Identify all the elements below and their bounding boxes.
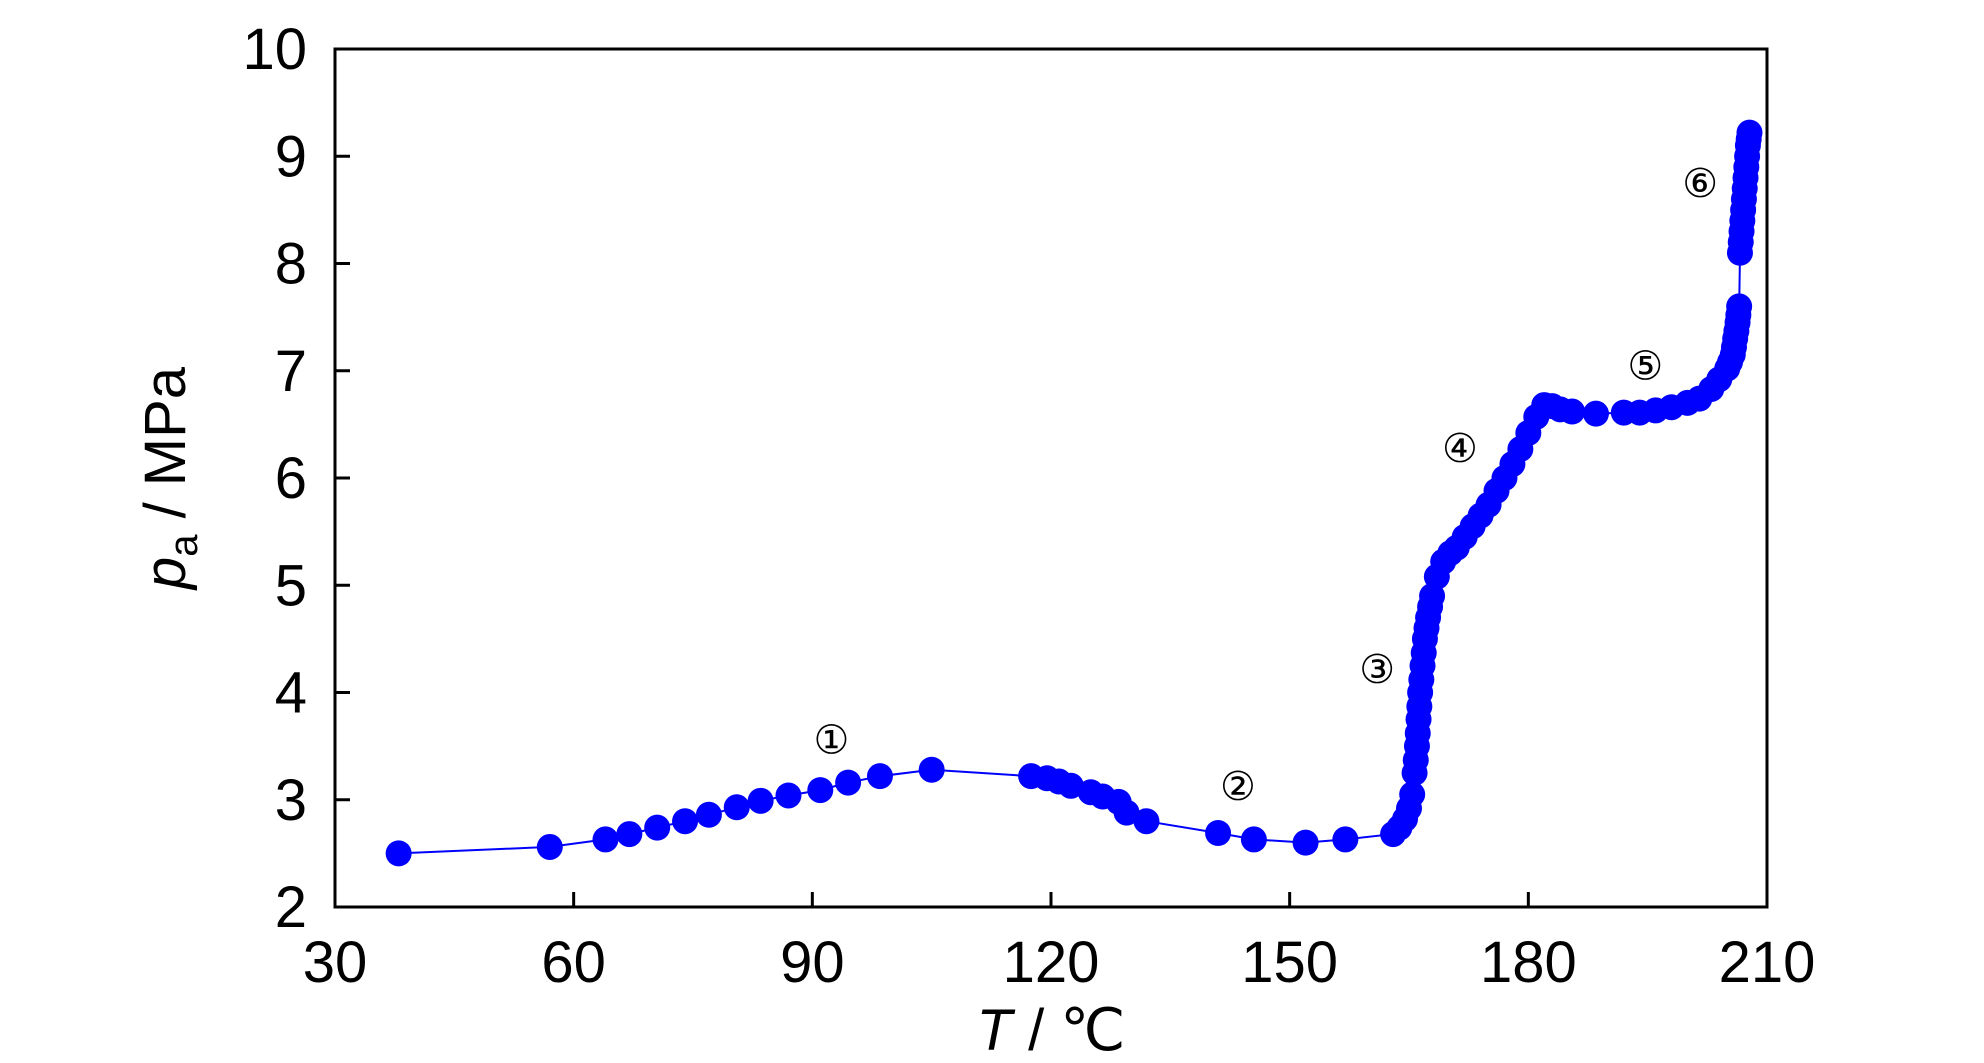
- annotations-group: ① ② ③ ④ ⑤ ⑥: [813, 161, 1718, 810]
- data-point: [723, 794, 750, 821]
- x-tick-label: 60: [541, 930, 606, 995]
- x-tick-label: 120: [1003, 930, 1100, 995]
- x-tick-label: 30: [303, 930, 368, 995]
- data-point: [695, 801, 722, 828]
- y-tick-label: 7: [275, 339, 307, 404]
- data-point: [616, 821, 643, 848]
- data-point: [1292, 829, 1319, 856]
- y-tick-label: 5: [275, 553, 307, 618]
- y-axis-title-subscript: a: [162, 534, 206, 557]
- data-point: [775, 782, 802, 809]
- annotation-label: ④: [1442, 426, 1478, 472]
- series-line-group: [398, 132, 1751, 855]
- data-point: [866, 763, 893, 790]
- data-point: [918, 756, 945, 783]
- data-point: [1205, 819, 1232, 846]
- data-point: [1726, 293, 1753, 320]
- x-tick-label: 210: [1719, 930, 1816, 995]
- x-tick-label: 150: [1241, 930, 1338, 995]
- data-point: [835, 769, 862, 796]
- data-point: [592, 826, 619, 853]
- y-axis-title-variable: p: [133, 557, 198, 591]
- annotation-label: ②: [1220, 764, 1256, 810]
- y-tick-label: 10: [242, 17, 307, 82]
- data-point: [385, 840, 412, 867]
- x-axis-title-variable: T: [977, 998, 1016, 1063]
- x-axis-title: T / ℃: [977, 998, 1126, 1063]
- data-point: [1113, 799, 1140, 826]
- y-tick-label: 8: [275, 232, 307, 297]
- y-axis-ticks: 2 3 4 5 6 7 8 9 10: [242, 17, 350, 940]
- data-point: [1240, 826, 1267, 853]
- y-tick-label: 6: [275, 446, 307, 511]
- data-points-group: [385, 119, 1763, 867]
- data-point: [1133, 808, 1160, 835]
- y-tick-label: 2: [275, 875, 307, 940]
- y-tick-label: 9: [275, 124, 307, 189]
- data-point: [1332, 826, 1359, 853]
- y-axis-title-unit: / MPa: [133, 366, 198, 534]
- annotation-label: ⑤: [1627, 343, 1663, 389]
- x-tick-label: 180: [1480, 930, 1577, 995]
- x-axis-title-unit: / ℃: [1012, 998, 1125, 1063]
- data-point: [747, 787, 774, 814]
- data-point: [1399, 781, 1426, 808]
- data-point: [1582, 400, 1609, 427]
- annotation-label: ①: [813, 718, 849, 764]
- series-line: [398, 132, 1751, 855]
- data-point: [1057, 772, 1084, 799]
- annotation-label: ⑥: [1682, 161, 1718, 207]
- data-point: [536, 833, 563, 860]
- x-tick-label: 90: [780, 930, 845, 995]
- data-point: [807, 777, 834, 804]
- data-point: [644, 814, 671, 841]
- data-point: [672, 808, 699, 835]
- y-tick-label: 4: [275, 661, 307, 726]
- annotation-label: ③: [1359, 647, 1395, 693]
- x-axis-ticks: 30 60 90 120 150 180 210: [303, 892, 1816, 995]
- y-tick-label: 3: [275, 768, 307, 833]
- data-point: [1559, 398, 1586, 425]
- y-axis-title: pa / MPa: [133, 366, 206, 591]
- data-point: [1736, 119, 1763, 146]
